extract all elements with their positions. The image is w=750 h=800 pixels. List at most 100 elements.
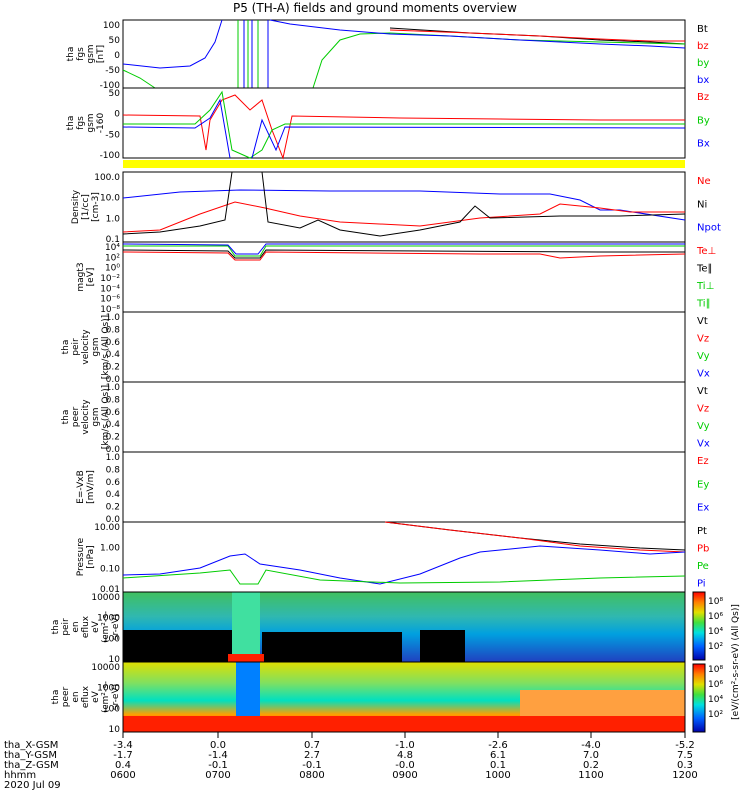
panel-fgs	[122, 19, 686, 89]
orbit-value: 6.1	[490, 750, 506, 761]
ytick-label: 10.0	[100, 194, 120, 204]
ytick-label: 0.01	[100, 585, 120, 595]
plot-title: P5 (TH-A) fields and ground moments over…	[233, 1, 517, 15]
ytick-label: 0.0	[106, 375, 121, 385]
panel-peer-spectrogram	[122, 661, 686, 733]
colorbar-peer	[692, 663, 706, 733]
legend-entry: Pe	[697, 561, 709, 572]
y-axis-label: Density	[71, 189, 81, 224]
orbit-value: -3.4	[113, 740, 133, 751]
y-axis-label: gsm	[91, 407, 101, 426]
legend-entry: Vz	[697, 404, 709, 415]
y-axis-label: tha	[61, 410, 71, 425]
ytick-label: 0.10	[100, 564, 120, 574]
ytick-label: 1.0	[106, 453, 121, 463]
ytick-label: 0.1	[106, 235, 120, 245]
y-axis-label: eV	[91, 690, 101, 703]
ytick-label: 0.8	[106, 325, 121, 335]
legend-entry: Pb	[697, 544, 709, 555]
series-Te-par	[122, 249, 685, 259]
legend-entry: Vx	[697, 439, 710, 450]
ytick-label: 50	[109, 89, 121, 99]
ytick-label: 1.0	[106, 313, 121, 323]
legend-entry: Ey	[697, 479, 709, 490]
ytick-label: 0.2	[106, 363, 120, 373]
ytick-label: 10	[109, 725, 121, 735]
orbit-row-label: hhmm	[4, 770, 36, 781]
series-Ne	[122, 201, 685, 233]
peer-burst-region	[236, 662, 260, 717]
panel-pressure	[122, 521, 686, 593]
y-axis-label: (cm²-s-	[101, 611, 111, 643]
series-Pe	[122, 569, 686, 585]
y-axis-label: gsm	[86, 113, 96, 132]
peer-late-warm-region	[520, 690, 685, 716]
y-axis-label: gsm	[86, 44, 96, 63]
ytick-label: 1000	[97, 614, 120, 624]
orbit-value: 0900	[392, 770, 417, 781]
series-bz	[389, 29, 685, 42]
colorbar-tick: 10⁶	[708, 612, 723, 622]
legend-entry: Ne	[697, 176, 711, 187]
peir-dark-region-2	[262, 632, 402, 662]
legend-entry: Pi	[697, 579, 706, 590]
panel-density-frame	[122, 171, 686, 243]
colorbar-tick: 10⁸	[708, 597, 723, 607]
legend-entry: Vt	[697, 386, 708, 397]
legend-entry: Ni	[697, 199, 707, 210]
orbit-value: -1.4	[208, 750, 228, 761]
ytick-label: 0.8	[106, 465, 121, 475]
panel-efield-frame	[122, 451, 686, 523]
y-axis-label: fgs	[76, 47, 86, 61]
legend-entry: Npot	[697, 223, 721, 234]
orbit-row-label: tha_X-GSM	[4, 740, 58, 751]
ytick-label: 10000	[91, 593, 120, 603]
y-axis-label: peir	[71, 338, 81, 356]
orbit-value: 7.0	[583, 750, 599, 761]
ytick-label: 0.0	[106, 515, 121, 525]
legend-entry: Vx	[697, 369, 710, 380]
orbit-value: 1100	[578, 770, 603, 781]
legend-entry: By	[697, 115, 710, 126]
y-axis-label: (cm²-s-	[101, 681, 111, 713]
series-Ni	[122, 171, 686, 237]
ytick-label: 1.00	[100, 544, 120, 554]
ytick-label: 0.4	[106, 350, 121, 360]
legend-entry: Te⊥	[696, 246, 716, 257]
ytick-label: 100	[103, 634, 120, 644]
ytick-label: 0	[114, 51, 120, 61]
y-axis-label: tha	[66, 116, 76, 131]
orbit-value: 2.7	[304, 750, 320, 761]
panel-density	[122, 171, 686, 243]
peir-burst-region	[232, 592, 260, 662]
orbit-value: 0.1	[490, 760, 506, 771]
ytick-label: 1.0	[106, 214, 121, 224]
ytick-label: 10000	[91, 663, 120, 673]
y-axis-label: peir	[61, 618, 71, 636]
series-Pb	[384, 521, 686, 553]
ytick-label: 10⁻²	[100, 274, 120, 284]
ytick-label: 10.00	[94, 523, 120, 533]
ytick-label: -50	[105, 66, 120, 76]
colorbar-tick: 10⁴	[708, 695, 723, 705]
orbit-value: 0.4	[115, 760, 131, 771]
orbit-value: 0700	[205, 770, 230, 781]
orbit-value: 0.0	[210, 740, 226, 751]
orbit-value: -0.0	[395, 760, 415, 771]
legend-entry: bx	[697, 75, 709, 86]
ytick-label: -50	[105, 130, 120, 140]
orbit-value: 0.3	[677, 760, 693, 771]
series-spikes-b	[243, 20, 269, 88]
colorbar-tick: 10²	[708, 710, 723, 720]
y-axis-label: velocity	[81, 399, 91, 435]
series-by	[122, 32, 686, 89]
series-Npot	[122, 189, 686, 221]
ytick-label: 0.0	[106, 445, 121, 455]
legend-entry: Bt	[697, 24, 708, 35]
colorbar-tick: 10⁴	[708, 627, 723, 637]
orbit-row-label: tha_Z-GSM	[4, 760, 59, 771]
y-axis-label: en	[71, 691, 81, 702]
ytick-label: 10⁻⁶	[100, 295, 120, 305]
